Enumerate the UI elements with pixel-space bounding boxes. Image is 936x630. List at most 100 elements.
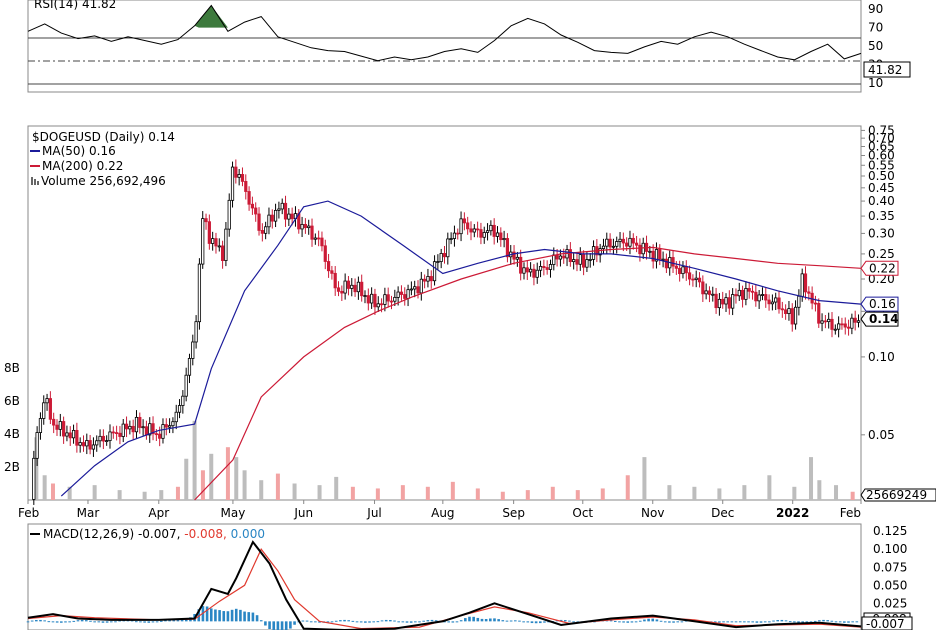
candle-body: [181, 395, 185, 406]
candle-body: [187, 358, 192, 376]
rsi-line: [27, 4, 862, 62]
candle-body: [121, 423, 125, 437]
macd-hist-bar: [655, 619, 659, 622]
candle-body: [260, 230, 264, 234]
price-tag-label: 0.22: [869, 261, 896, 275]
candle-body: [280, 202, 284, 210]
candle-body: [98, 435, 102, 442]
x-tick-label: Nov: [641, 506, 664, 520]
macd-hist-bar: [155, 621, 159, 623]
macd-hist-bar: [343, 619, 346, 622]
macd-hist-bar: [101, 621, 105, 623]
candle-body: [631, 237, 635, 244]
candle-body: [545, 267, 549, 270]
candle-body: [522, 267, 526, 274]
macd-hist-bar: [801, 621, 804, 623]
macd-line: [27, 540, 862, 630]
candle-body: [220, 245, 225, 261]
price-tick-label: 0.50: [868, 169, 895, 183]
candle-body: [366, 295, 370, 304]
candle-body: [681, 266, 685, 275]
volume-bar: [200, 470, 205, 500]
candle-body: [499, 232, 503, 241]
macd-hist-bar: [376, 621, 380, 623]
x-tick-label: Jun: [293, 506, 313, 520]
macd-hist-bar: [305, 620, 309, 622]
candle-body: [360, 281, 364, 297]
macd-hist-bar: [284, 621, 288, 630]
candle-body: [724, 297, 728, 305]
macd-hist-bar: [405, 621, 409, 623]
volume-bar: [184, 458, 189, 500]
candle-body: [502, 238, 506, 241]
macd-hist-bar: [89, 620, 92, 622]
macd-hist-bar: [172, 619, 176, 622]
candle-body: [797, 295, 801, 308]
price-tick-label: 0.65: [868, 139, 895, 153]
macd-hist-bar: [97, 621, 101, 623]
price-tick-label: 0.25: [868, 247, 895, 261]
candle-body: [770, 301, 774, 305]
volume-bar: [692, 486, 697, 500]
macd-hist-bar: [847, 621, 850, 623]
candle-body: [452, 232, 457, 239]
macd-hist-bar: [197, 609, 201, 622]
macd-hist-bar: [626, 621, 630, 623]
candle-body: [230, 166, 235, 201]
volume-bar: [242, 470, 247, 500]
price-tag-box: [860, 260, 899, 276]
candle-body: [164, 424, 168, 428]
price-tag: 0.16: [860, 296, 899, 312]
volume-bar: [817, 480, 822, 500]
rsi-legend: RSI(14) 41.82: [34, 0, 116, 11]
macd-hist-bar: [793, 621, 796, 623]
candle-body: [88, 440, 92, 450]
macd-hist-bar: [347, 620, 351, 622]
rsi-tick-label: 10: [868, 76, 883, 90]
candle-body: [678, 267, 682, 275]
macd-hist-bar: [72, 620, 76, 622]
candle-body: [469, 228, 473, 233]
macd-hist-bar: [663, 621, 667, 623]
macd-hist-bar: [451, 621, 455, 623]
macd-hist-bar: [147, 621, 151, 623]
volume-bar: [809, 457, 814, 500]
price-tick-label: 0.05: [868, 428, 895, 442]
candle-body: [472, 228, 476, 233]
rsi-overbought-fill: [194, 5, 228, 28]
volume-bar: [259, 480, 264, 500]
candle-body: [562, 255, 566, 259]
macd-hist-bar: [672, 621, 675, 623]
candle-body: [827, 318, 831, 323]
macd-hist-bar: [447, 621, 450, 623]
candle-body: [283, 202, 288, 220]
macd-hist-bar: [443, 621, 446, 623]
candle-body: [161, 424, 165, 439]
macd-hist-bar: [151, 621, 155, 623]
price-tick-label: 0.75: [868, 123, 895, 137]
candle-body: [68, 432, 72, 439]
candle-body: [823, 320, 827, 323]
macd-hist-bar: [64, 621, 67, 623]
macd-frame: [27, 523, 862, 630]
candle-body: [247, 191, 251, 205]
candle-body: [800, 273, 804, 297]
candle-body: [191, 341, 195, 359]
macd-hist-bar: [659, 620, 663, 622]
candle-body: [830, 318, 834, 330]
candle-body: [383, 294, 387, 305]
x-tick-label: Feb: [18, 506, 39, 520]
volume-y-axis: 8B 6B 4B 2B: [4, 361, 20, 474]
candle-body: [820, 320, 824, 324]
candle-body: [442, 253, 447, 258]
candle-body: [529, 268, 533, 273]
macd-hist-bar: [276, 621, 280, 630]
volume-bar: [225, 447, 230, 500]
macd-hist-bar: [259, 620, 263, 622]
volume-bar: [117, 490, 122, 500]
macd-hist-bar: [768, 621, 771, 623]
macd-hist-bar: [422, 620, 425, 622]
candle-body: [512, 251, 516, 260]
candle-body: [717, 298, 721, 309]
x-axis: Feb Mar Apr May Jun Jul Aug Sep Oct Nov Dec 2022 Feb: [18, 500, 862, 520]
